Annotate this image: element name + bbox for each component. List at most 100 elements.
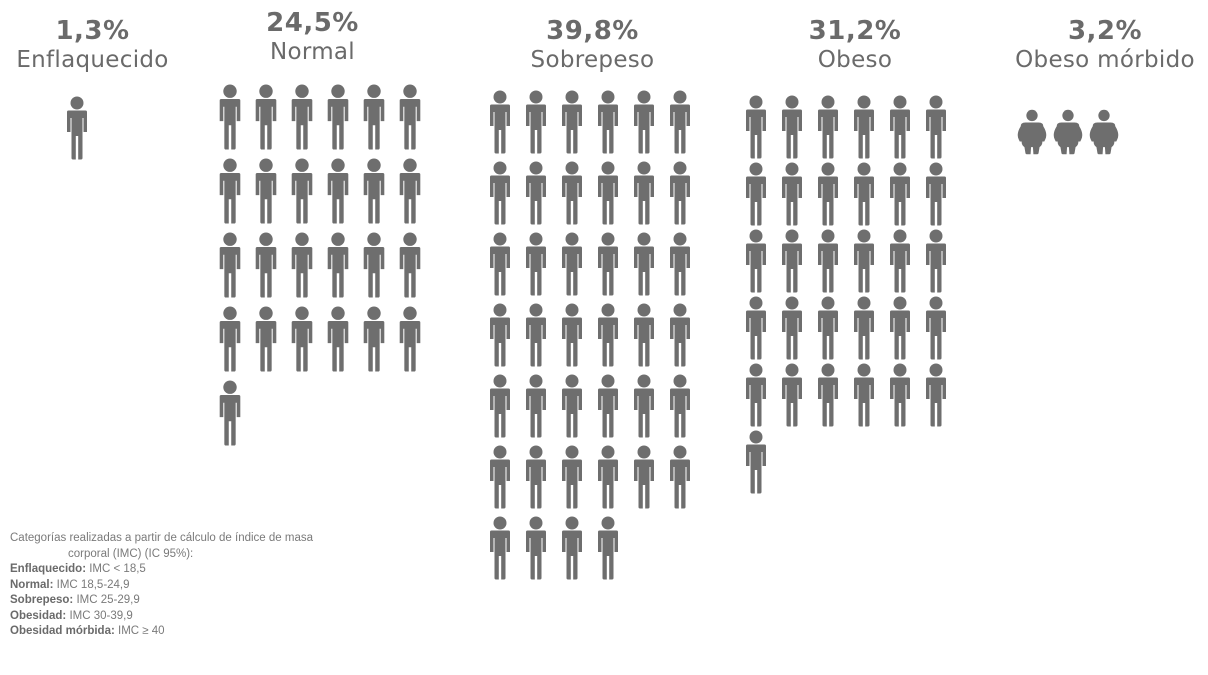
category-header-enflaquecido: 1,3% Enflaquecido xyxy=(5,16,180,74)
person-icon xyxy=(890,229,910,293)
person-icon xyxy=(526,161,546,225)
person-icon xyxy=(598,90,618,154)
person-icon xyxy=(634,232,654,296)
person-icon xyxy=(327,306,349,372)
person-icon xyxy=(746,363,766,427)
person-icon xyxy=(562,303,582,367)
legend-item-value: IMC 18,5-24,9 xyxy=(56,578,130,591)
person-icon xyxy=(255,84,277,150)
person-icon xyxy=(526,516,546,580)
person-icon xyxy=(399,232,421,298)
person-icon xyxy=(327,158,349,224)
person-icon xyxy=(782,95,802,159)
person-icon xyxy=(818,162,838,226)
person-icon xyxy=(890,95,910,159)
person-icon xyxy=(818,229,838,293)
person-icon xyxy=(327,232,349,298)
person-icon xyxy=(634,303,654,367)
legend-item-value: IMC < 18,5 xyxy=(89,563,146,575)
person-icon xyxy=(219,306,241,372)
person-icon xyxy=(670,303,690,367)
person-icon xyxy=(818,95,838,159)
legend-item-obesidad-morbida: Obesidad mórbida: IMC ≥ 40 xyxy=(10,624,430,640)
person-icon xyxy=(598,445,618,509)
legend-item-normal: Normal: IMC 18,5-24,9 xyxy=(10,578,430,594)
legend-item-value: IMC 25-29,9 xyxy=(76,594,140,606)
person-icon xyxy=(746,95,766,159)
person-icon xyxy=(327,84,349,150)
legend-item-obesidad: Obesidad: IMC 30-39,9 xyxy=(10,609,430,625)
person-icon xyxy=(562,90,582,154)
legend-note: Categorías realizadas a partir de cálcul… xyxy=(10,532,314,544)
person-icon xyxy=(890,296,910,360)
person-icon xyxy=(363,158,385,224)
person-icon xyxy=(598,374,618,438)
person-icon xyxy=(746,430,766,494)
person-icon xyxy=(562,445,582,509)
person-icon xyxy=(746,162,766,226)
person-icon xyxy=(490,232,510,296)
legend-item-value: IMC 30-39,9 xyxy=(69,609,133,622)
person-icon xyxy=(854,229,874,293)
person-icon xyxy=(562,516,582,580)
person-icon xyxy=(854,95,874,159)
person-icon xyxy=(490,161,510,225)
category-label: Sobrepeso xyxy=(530,47,655,73)
person-icon xyxy=(598,303,618,367)
legend-item-enflaquecido: Enflaquecido: IMC < 18,5 xyxy=(10,562,430,578)
person-icon xyxy=(926,296,946,360)
person-icon xyxy=(562,161,582,225)
person-icon xyxy=(782,296,802,360)
legend-item-value: IMC ≥ 40 xyxy=(118,625,165,637)
person-icon xyxy=(818,296,838,360)
person-icon xyxy=(634,161,654,225)
person-icon xyxy=(670,232,690,296)
category-header-obeso-morbido: 3,2% Obeso mórbido xyxy=(1005,16,1205,74)
person-icon xyxy=(255,306,277,372)
person-icon xyxy=(526,232,546,296)
legend-note-continued: corporal (IMC) (IC 95%): xyxy=(68,547,194,560)
person-icon xyxy=(219,158,241,224)
person-icon xyxy=(526,90,546,154)
person-icon xyxy=(854,162,874,226)
legend-item-label: Enflaquecido: xyxy=(10,563,87,575)
person-icon xyxy=(490,303,510,367)
category-label: Normal xyxy=(269,39,356,65)
legend-item-label: Sobrepeso: xyxy=(10,594,74,606)
legend-item-label: Obesidad: xyxy=(10,609,67,622)
person-icon xyxy=(890,162,910,226)
person-icon xyxy=(598,161,618,225)
person-icon xyxy=(854,363,874,427)
person-icon xyxy=(598,516,618,580)
person-icon xyxy=(219,84,241,150)
category-label: Obeso xyxy=(817,47,893,73)
category-label: Enflaquecido xyxy=(16,47,169,73)
person-icon xyxy=(782,162,802,226)
percent-label: 24,5% xyxy=(266,8,359,38)
person-icon xyxy=(818,363,838,427)
percent-label: 39,8% xyxy=(546,16,639,46)
person-icon xyxy=(67,96,87,160)
obese-person-icon xyxy=(1089,109,1119,155)
legend-item-label: Obesidad mórbida: xyxy=(10,625,115,637)
person-icon xyxy=(219,232,241,298)
category-header-sobrepeso: 39,8% Sobrepeso xyxy=(500,16,685,74)
legend-item-sobrepeso: Sobrepeso: IMC 25-29,9 xyxy=(10,593,430,609)
person-icon xyxy=(926,229,946,293)
person-icon xyxy=(526,303,546,367)
person-icon xyxy=(363,306,385,372)
person-icon xyxy=(598,232,618,296)
person-icon xyxy=(926,95,946,159)
person-icon xyxy=(670,374,690,438)
person-icon xyxy=(399,158,421,224)
person-icon xyxy=(490,90,510,154)
bmi-legend: Categorías realizadas a partir de cálcul… xyxy=(10,531,430,640)
person-icon xyxy=(670,90,690,154)
person-icon xyxy=(490,445,510,509)
person-icon xyxy=(255,158,277,224)
person-icon xyxy=(219,380,241,446)
person-icon xyxy=(926,363,946,427)
person-icon xyxy=(291,232,313,298)
legend-item-label: Normal: xyxy=(10,578,54,591)
person-icon xyxy=(291,158,313,224)
